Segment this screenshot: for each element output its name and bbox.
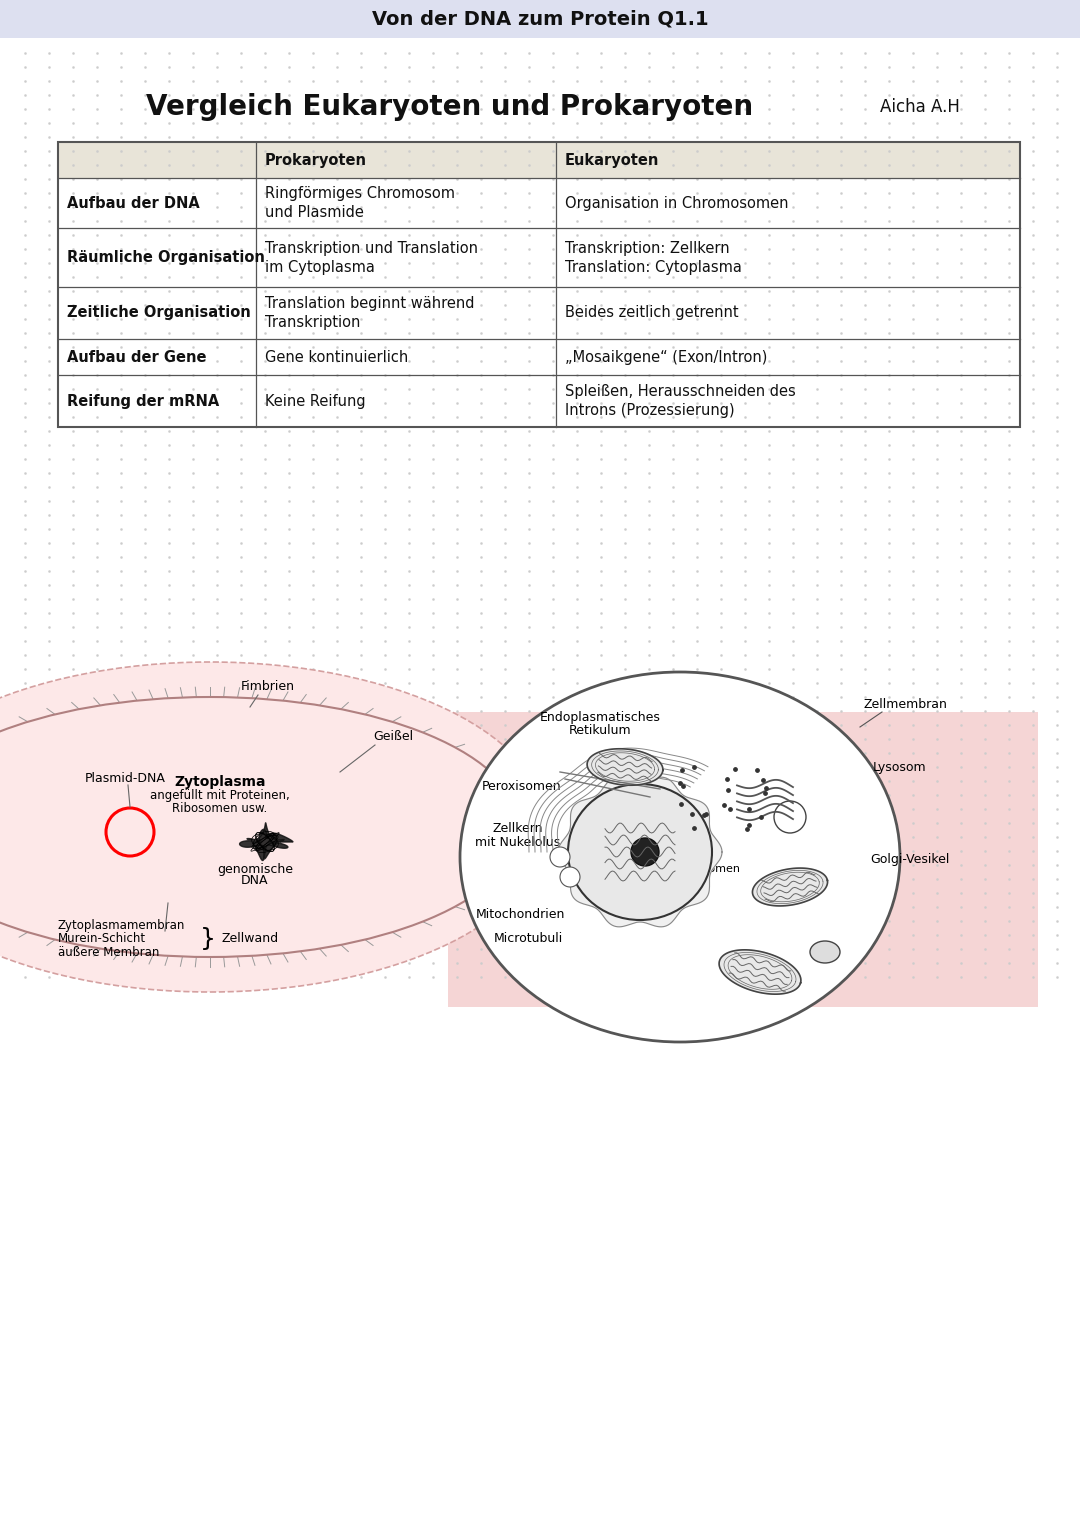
Text: Eukaryoten: Eukaryoten [565,153,660,168]
Text: Transkription und Translation
im Cytoplasma: Transkription und Translation im Cytopla… [265,241,478,275]
Point [719,777,737,802]
Circle shape [561,867,580,887]
Text: angefüllt mit Proteinen,: angefüllt mit Proteinen, [150,789,289,803]
Point [757,776,774,800]
Point [740,812,757,837]
Text: Transkription: Zellkern
Translation: Cytoplasma: Transkription: Zellkern Translation: Cyt… [565,241,742,275]
Bar [58,229,1020,287]
Bar [58,376,1020,428]
Point [718,767,735,791]
Point [674,774,691,799]
Ellipse shape [810,941,840,964]
Text: Peroxisomen: Peroxisomen [482,780,562,794]
Polygon shape [558,777,723,927]
Text: Zellwand: Zellwand [222,933,279,945]
Ellipse shape [568,783,712,919]
Polygon shape [240,823,293,861]
Text: Plasmid-DNA: Plasmid-DNA [85,773,166,785]
Text: Spleißen, Herausschneiden des
Introns (Prozessierung): Spleißen, Herausschneiden des Introns (P… [565,383,796,418]
Point [715,793,732,817]
Bar [448,712,1038,1006]
Text: Räumliche Organisation: Räumliche Organisation [67,250,265,266]
Text: Murein-Schicht: Murein-Schicht [58,933,146,945]
Ellipse shape [0,696,519,957]
Text: Reifung der mRNA: Reifung der mRNA [67,394,219,409]
Point [685,815,702,840]
Text: Von der DNA zum Protein Q1.1: Von der DNA zum Protein Q1.1 [372,9,708,29]
Point [673,793,690,817]
Text: Zellmembran: Zellmembran [863,698,947,712]
Point [756,782,773,806]
Circle shape [631,838,659,866]
Bar [58,179,1020,229]
Circle shape [550,847,570,867]
Polygon shape [753,867,827,906]
Point [673,757,690,782]
Bar [58,142,1020,428]
Text: Zytoplasma: Zytoplasma [174,776,266,789]
Text: Zeitliche Organisation: Zeitliche Organisation [67,305,251,321]
Ellipse shape [460,672,900,1041]
Bar [58,142,1020,179]
Point [696,803,713,828]
Bar [58,339,1020,376]
Bar [58,287,1020,339]
Text: Keine Reifung: Keine Reifung [265,394,366,409]
Text: Mitochondrien: Mitochondrien [475,909,565,921]
Ellipse shape [0,663,548,993]
Text: DNA: DNA [241,875,269,887]
Text: Prokaryoten: Prokaryoten [265,153,367,168]
Point [753,805,770,829]
Text: Endoplasmatisches: Endoplasmatisches [540,710,661,724]
Text: Aicha A.H: Aicha A.H [880,98,960,116]
Text: Retikulum: Retikulum [569,724,632,736]
Text: Gene kontinuierlich: Gene kontinuierlich [265,350,408,365]
Text: genomische: genomische [217,863,293,875]
Text: Ribosomen usw.: Ribosomen usw. [173,802,268,814]
Text: Fimbrien: Fimbrien [241,681,295,693]
Point [741,797,758,822]
Text: Organisation in Chromosomen: Organisation in Chromosomen [565,195,788,211]
Point [684,802,701,826]
Text: mit Nukelolus: mit Nukelolus [475,835,561,849]
Point [726,756,743,780]
Text: }: } [200,927,216,951]
Text: Ringförmiges Chromosom
und Plasmide: Ringförmiges Chromosom und Plasmide [265,186,455,220]
Point [697,802,714,826]
Point [738,817,755,841]
Text: Ribosomen: Ribosomen [679,864,741,873]
Text: Translation beginnt während
Transkription: Translation beginnt während Transkriptio… [265,296,474,330]
Text: Zytoplasmamembran: Zytoplasmamembran [58,919,186,931]
Polygon shape [719,950,801,994]
Bar [0,0,1080,38]
Text: „Mosaikgene“ (Exon/Intron): „Mosaikgene“ (Exon/Intron) [565,350,768,365]
Point [721,796,739,820]
Text: Aufbau der DNA: Aufbau der DNA [67,195,200,211]
Text: Lysosom: Lysosom [874,760,927,774]
Text: Golgi-Vesikel: Golgi-Vesikel [870,852,949,866]
Text: Beides zeitlich getrennt: Beides zeitlich getrennt [565,305,739,321]
Text: Aufbau der Gene: Aufbau der Gene [67,350,206,365]
Point [686,756,703,780]
Circle shape [774,802,806,834]
Text: Microtubuli: Microtubuli [494,933,563,945]
Polygon shape [588,748,663,785]
Text: äußere Membran: äußere Membran [58,947,160,959]
Text: Zellkern: Zellkern [492,823,543,835]
Text: Geißel: Geißel [373,730,413,744]
Point [748,759,766,783]
Text: Vergleich Eukaryoten und Prokaryoten: Vergleich Eukaryoten und Prokaryoten [147,93,754,121]
Point [672,771,689,796]
Point [754,768,771,793]
